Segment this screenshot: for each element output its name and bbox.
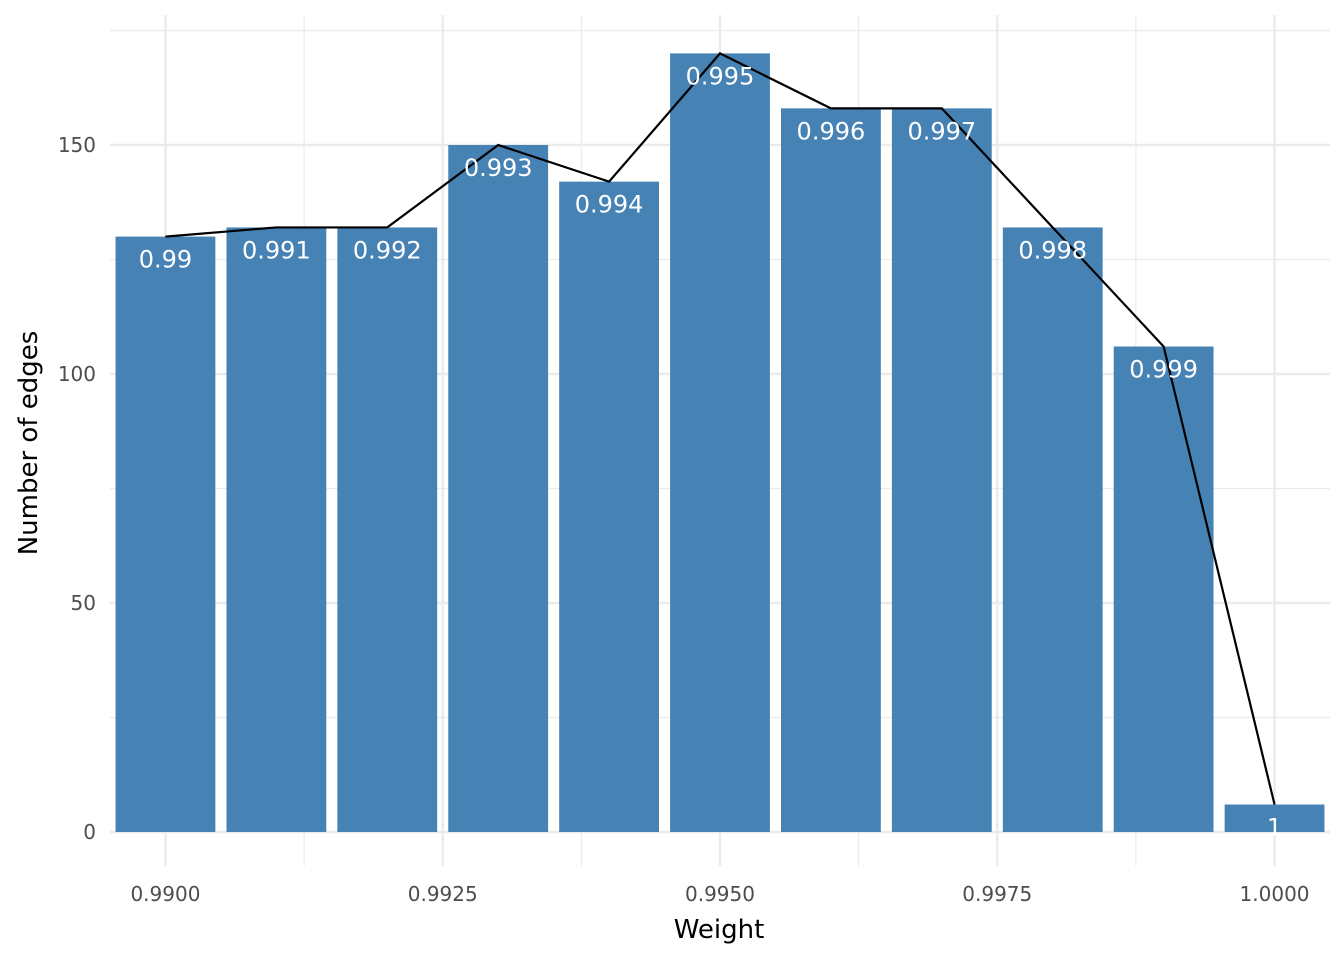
y-tick-label: 0 <box>83 820 96 844</box>
bar <box>1002 227 1103 832</box>
bar <box>337 227 438 832</box>
bar-label: 1 <box>1267 814 1282 842</box>
bar-labels: 0.99 0.991 0.992 0.993 0.994 0.995 0.996 0.997 0… <box>139 62 1282 841</box>
bar-label: 0.99 <box>139 246 192 274</box>
trend-line <box>165 52 1276 805</box>
bar-label: 0.999 <box>1129 356 1198 384</box>
bar <box>226 227 327 832</box>
bar <box>115 236 216 833</box>
x-tick-label: 0.9950 <box>685 882 755 906</box>
bar <box>559 181 659 832</box>
x-axis-ticks: 0.9900 0.9925 0.9950 0.9975 1.0000 <box>130 882 1309 906</box>
bar <box>1113 346 1214 832</box>
bar-label: 0.993 <box>464 154 533 182</box>
x-tick-label: 0.9925 <box>408 882 478 906</box>
bar-label: 0.997 <box>907 117 976 145</box>
bars <box>115 53 1325 833</box>
bar-label: 0.995 <box>686 62 755 90</box>
bar <box>448 145 549 832</box>
y-tick-label: 150 <box>58 133 96 157</box>
bar <box>1224 804 1325 832</box>
y-tick-label: 100 <box>58 362 96 386</box>
bar-label: 0.994 <box>575 191 644 219</box>
y-axis-ticks: 0 50 100 150 <box>58 133 96 844</box>
trend-line-path <box>165 52 1276 805</box>
x-tick-label: 0.9900 <box>130 882 200 906</box>
bar-label: 0.998 <box>1018 236 1087 264</box>
x-tick-label: 1.0000 <box>1240 882 1310 906</box>
bar-label: 0.996 <box>797 117 866 145</box>
bar <box>891 108 992 833</box>
x-axis-title: Weight <box>674 915 765 945</box>
y-axis-title: Number of edges <box>14 331 44 556</box>
y-tick-label: 50 <box>71 591 96 615</box>
bar <box>781 108 881 833</box>
bar <box>670 53 770 832</box>
bar-label: 0.992 <box>353 236 422 264</box>
x-tick-label: 0.9975 <box>962 882 1032 906</box>
bar-label: 0.991 <box>242 236 311 264</box>
